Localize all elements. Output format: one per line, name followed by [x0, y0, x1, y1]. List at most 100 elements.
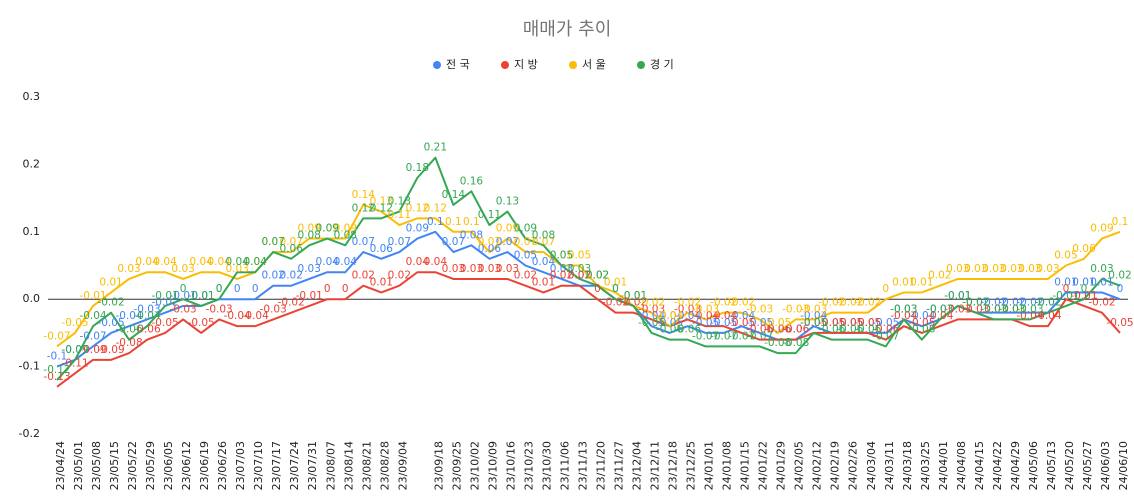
x-tick-label: 24/04/15 [973, 441, 986, 490]
data-label: -0.01 [620, 290, 647, 302]
data-label: 0.07 [388, 236, 411, 248]
data-label: 0.05 [514, 250, 537, 262]
data-label: 0.08 [460, 229, 483, 241]
data-label: 0.09 [334, 223, 357, 235]
y-tick-label: 0.1 [23, 225, 41, 238]
data-label: -0.01 [620, 290, 647, 302]
x-tick-label: 23/12/04 [631, 441, 644, 490]
data-label: -0.06 [836, 324, 863, 336]
data-label: -0.05 [872, 317, 899, 329]
data-label: 0 [1117, 283, 1124, 295]
data-label: 0.09 [298, 223, 321, 235]
data-label: 0.01 [604, 276, 627, 288]
data-label: 0.02 [928, 270, 951, 282]
x-tick-label: 23/06/05 [162, 441, 175, 490]
data-label: -0.05 [1106, 317, 1133, 329]
x-tick-label: 23/06/26 [216, 441, 229, 490]
data-label: -0.03 [998, 303, 1025, 315]
data-label: -0.01 [79, 290, 106, 302]
x-tick-label: 24/04/01 [937, 441, 950, 490]
x-tick-label: 23/12/25 [685, 441, 698, 490]
data-label: 0.03 [117, 263, 140, 275]
data-label: 0.13 [496, 196, 519, 208]
data-label: -0.04 [656, 310, 683, 322]
data-label: -0.06 [115, 324, 142, 336]
data-label: -0.02 [980, 297, 1007, 309]
data-label: 0.21 [424, 142, 447, 154]
data-label: -0.03 [133, 303, 160, 315]
data-label: 0.08 [532, 229, 555, 241]
data-label: -0.03 [926, 303, 953, 315]
data-label: -0.04 [674, 310, 701, 322]
x-tick-label: 23/05/22 [126, 441, 139, 490]
data-label: -0.07 [43, 330, 70, 342]
data-label: -0.02 [152, 297, 179, 309]
data-label: -0.06 [872, 324, 899, 336]
data-label: 0.07 [496, 236, 519, 248]
data-label: -0.06 [764, 324, 791, 336]
data-label: -0.05 [836, 317, 863, 329]
data-label: -0.06 [133, 324, 160, 336]
data-label: 0 [216, 283, 223, 295]
data-label: -0.06 [854, 324, 881, 336]
data-label: -0.02 [602, 297, 629, 309]
x-tick-label: 23/07/24 [288, 441, 301, 490]
data-label: 0.03 [298, 263, 321, 275]
data-label: 0.14 [442, 189, 466, 201]
data-label: 0.01 [1090, 276, 1113, 288]
legend-marker [501, 61, 509, 69]
data-label: -0.03 [170, 303, 197, 315]
data-label: -0.03 [206, 303, 233, 315]
x-tick-label: 23/12/18 [667, 441, 680, 490]
data-label: -0.13 [43, 371, 70, 383]
data-label: -0.03 [890, 303, 917, 315]
data-label: 0.07 [262, 236, 285, 248]
data-label: -0.03 [926, 303, 953, 315]
x-tick-label: 23/10/02 [468, 441, 481, 490]
data-label: -0.02 [1016, 297, 1043, 309]
data-label: 0.09 [316, 223, 339, 235]
data-label: -0.05 [152, 317, 179, 329]
data-label: -0.02 [962, 297, 989, 309]
data-label: 0.04 [424, 256, 448, 268]
data-label: 0.07 [262, 236, 285, 248]
data-label: 0 [252, 283, 259, 295]
legend-marker [569, 61, 577, 69]
data-label: 0.03 [946, 263, 969, 275]
data-label: 0.11 [388, 209, 411, 221]
data-label: -0.01 [944, 290, 971, 302]
data-label: 0.02 [586, 270, 609, 282]
data-label: 0.13 [370, 196, 393, 208]
data-label: 0.03 [442, 263, 465, 275]
data-label: 0.06 [1072, 243, 1096, 255]
data-label: -0.07 [746, 330, 773, 342]
x-tick-label: 23/04/24 [54, 441, 67, 490]
data-label: 0.04 [135, 256, 159, 268]
x-tick-label: 23/07/17 [270, 441, 283, 490]
data-label: -0.12 [43, 364, 70, 376]
data-label: -0.05 [188, 317, 215, 329]
data-label: 0.02 [1108, 270, 1131, 282]
x-tick-label: 23/05/08 [90, 441, 103, 490]
legend-label: 지 방 [514, 58, 538, 71]
data-label: 0.03 [1000, 263, 1023, 275]
data-label: 0.03 [964, 263, 987, 275]
x-tick-label: 24/04/08 [955, 441, 968, 490]
data-label: 0.03 [478, 263, 501, 275]
data-label: -0.06 [782, 324, 809, 336]
data-label: 0.04 [243, 256, 267, 268]
data-label: -0.04 [710, 310, 737, 322]
data-label: 0.02 [280, 270, 303, 282]
data-label: -0.04 [224, 310, 251, 322]
data-label: 0.03 [550, 263, 573, 275]
x-tick-label: 24/03/25 [919, 441, 932, 490]
data-label: 0.11 [478, 209, 501, 221]
data-label: -0.04 [890, 310, 917, 322]
data-label: 0.04 [406, 256, 430, 268]
data-label: 0.07 [352, 236, 375, 248]
data-label: -0.06 [764, 324, 791, 336]
y-tick-label: 0.3 [23, 90, 41, 103]
data-label: -0.07 [79, 330, 106, 342]
data-label: -0.04 [79, 310, 106, 322]
data-label: -0.05 [710, 317, 737, 329]
